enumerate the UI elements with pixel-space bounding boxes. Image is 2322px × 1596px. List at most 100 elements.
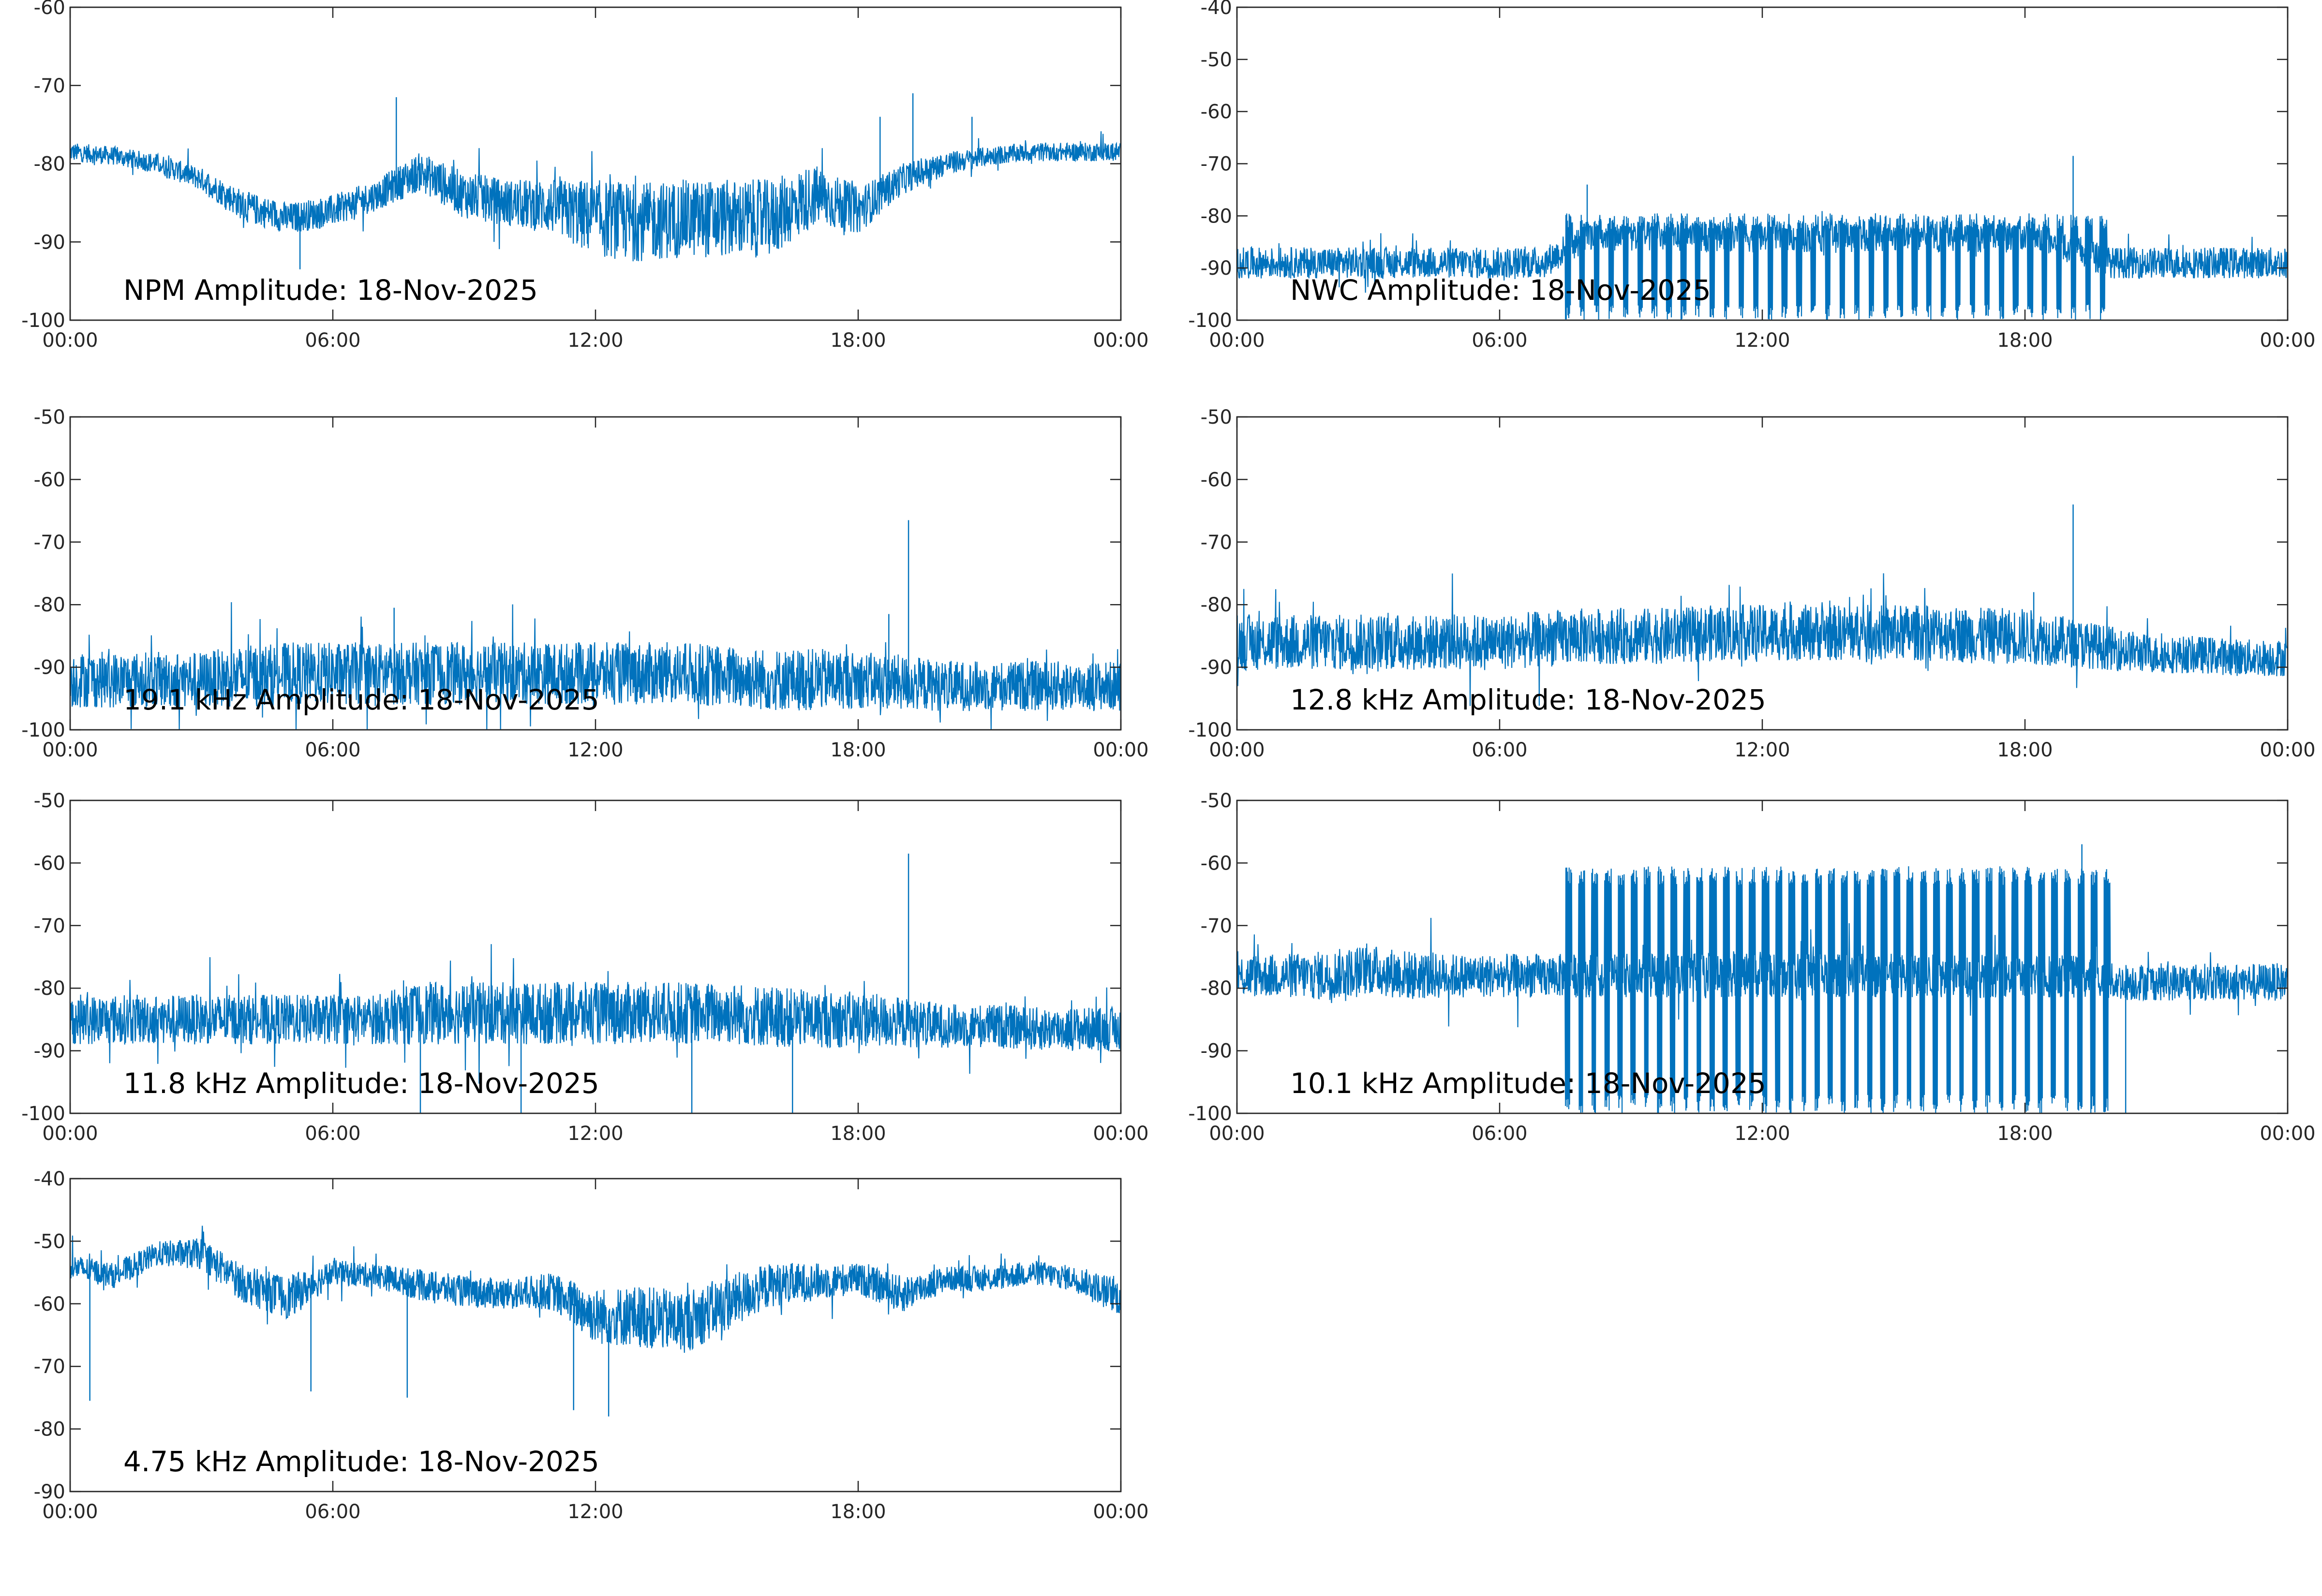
y-tick-label: -90 [1201, 657, 1232, 679]
x-tick-label: 12:00 [567, 329, 623, 352]
y-tick-label: -50 [34, 1230, 65, 1253]
y-tick-label: -100 [1188, 719, 1232, 741]
series-line [69, 1226, 1122, 1353]
x-tick-label: 06:00 [305, 1501, 360, 1523]
chart-title: 12.8 kHz Amplitude: 18-Nov-2025 [1290, 683, 1766, 716]
y-tick-label: -50 [1201, 790, 1232, 812]
x-tick-label: 06:00 [305, 329, 360, 352]
x-tick-label: 18:00 [1997, 1123, 2053, 1145]
x-tick-label: 06:00 [1472, 739, 1527, 761]
x-tick-label: 00:00 [2260, 739, 2315, 761]
chart-panel: -90 -80 -70 -60 -50 -40 00:00 06:00 12:00 18:00 00… [34, 1168, 1149, 1523]
chart-title: 10.1 kHz Amplitude: 18-Nov-2025 [1290, 1067, 1766, 1100]
x-tick-label: 12:00 [567, 1501, 623, 1523]
chart-panel: -100 -90 -80 -70 -60 -50 00:00 06:00 12:00 18:00 0… [21, 406, 1148, 761]
x-tick-label: 18:00 [1997, 739, 2053, 761]
chart-title: 11.8 kHz Amplitude: 18-Nov-2025 [123, 1067, 599, 1100]
y-tick-label: -100 [21, 1103, 65, 1125]
y-tick-label: -70 [1201, 532, 1232, 554]
y-tick-label: -80 [1201, 205, 1232, 227]
x-tick-label: 12:00 [1734, 1123, 1790, 1145]
series-line [70, 131, 1122, 262]
y-tick-label: -60 [34, 852, 65, 874]
y-tick-label: -40 [34, 1168, 65, 1190]
chart-title: NWC Amplitude: 18-Nov-2025 [1290, 274, 1711, 307]
x-tick-label: 18:00 [1997, 329, 2053, 352]
y-tick-label: -90 [1201, 1040, 1232, 1063]
x-tick-label: 12:00 [1734, 329, 1790, 352]
x-tick-label: 06:00 [1472, 329, 1527, 352]
y-tick-label: -80 [34, 594, 65, 616]
y-tick-label: -40 [1201, 0, 1232, 19]
x-tick-label: 12:00 [1734, 739, 1790, 761]
y-tick-label: -60 [34, 1293, 65, 1315]
series-line [69, 602, 1122, 730]
x-tick-label: 00:00 [1093, 1501, 1148, 1523]
y-tick-label: -90 [34, 1040, 65, 1063]
chart-panel: -100 -90 -80 -70 -60 -50 00:00 06:00 12:00 18:00 0… [21, 790, 1148, 1145]
y-tick-label: -80 [34, 977, 65, 1000]
y-tick-label: -80 [34, 153, 65, 176]
y-tick-label: -100 [21, 310, 65, 332]
y-tick-label: -50 [34, 406, 65, 429]
chart-panel: -100 -90 -80 -70 -60 -50 -40 00:00 06:00 12:00 18:… [1188, 0, 2315, 352]
y-tick-label: -60 [34, 0, 65, 19]
x-tick-label: 00:00 [42, 1501, 98, 1523]
y-tick-label: -50 [34, 790, 65, 812]
y-tick-label: -80 [1201, 594, 1232, 616]
x-tick-label: 18:00 [830, 329, 886, 352]
series-line [1236, 211, 2289, 320]
series-line [69, 944, 1122, 1084]
y-tick-label: -70 [34, 1356, 65, 1378]
x-tick-label: 12:00 [567, 1123, 623, 1145]
y-tick-label: -70 [34, 915, 65, 937]
x-tick-label: 18:00 [830, 1501, 886, 1523]
series-line [1236, 866, 2289, 1114]
y-tick-label: -100 [1188, 1103, 1232, 1125]
plot-area [69, 799, 1122, 1114]
y-tick-label: -60 [34, 469, 65, 491]
x-tick-label: 18:00 [830, 1123, 886, 1145]
x-tick-label: 00:00 [1093, 329, 1148, 352]
x-tick-label: 00:00 [1209, 739, 1265, 761]
x-tick-label: 00:00 [1209, 1123, 1265, 1145]
y-tick-label: -80 [34, 1419, 65, 1441]
chart-title: 19.1 kHz Amplitude: 18-Nov-2025 [123, 683, 599, 716]
y-tick-label: -70 [34, 532, 65, 554]
y-tick-label: -90 [34, 657, 65, 679]
y-tick-label: -100 [1188, 310, 1232, 332]
chart-title: NPM Amplitude: 18-Nov-2025 [123, 274, 538, 307]
y-tick-label: -60 [1201, 852, 1232, 874]
x-tick-label: 00:00 [42, 739, 98, 761]
series-line [1236, 573, 2289, 706]
y-tick-label: -70 [34, 75, 65, 97]
chart-panel: -100 -90 -80 -70 -60 00:00 06:00 12:00 18:00 00:0… [21, 0, 1148, 352]
y-tick-label: -100 [21, 719, 65, 741]
x-tick-label: 00:00 [1093, 739, 1148, 761]
x-tick-label: 00:00 [42, 329, 98, 352]
x-tick-label: 06:00 [1472, 1123, 1527, 1145]
x-tick-label: 12:00 [567, 739, 623, 761]
x-tick-label: 00:00 [1093, 1123, 1148, 1145]
y-tick-label: -50 [1201, 406, 1232, 429]
y-tick-label: -80 [1201, 977, 1232, 1000]
x-tick-label: 00:00 [2260, 329, 2315, 352]
x-tick-label: 00:00 [2260, 1123, 2315, 1145]
y-tick-label: -70 [1201, 915, 1232, 937]
y-tick-label: -70 [1201, 153, 1232, 176]
chart-panel: -100 -90 -80 -70 -60 -50 00:00 06:00 12:00 18:00 0… [1188, 790, 2315, 1145]
y-tick-label: -50 [1201, 49, 1232, 71]
x-tick-label: 06:00 [305, 1123, 360, 1145]
y-tick-label: -90 [34, 231, 65, 253]
y-tick-label: -90 [1201, 257, 1232, 280]
x-tick-label: 00:00 [1209, 329, 1265, 352]
y-tick-label: -60 [1201, 101, 1232, 123]
x-tick-label: 00:00 [42, 1123, 98, 1145]
y-tick-label: -90 [34, 1481, 65, 1503]
x-tick-label: 18:00 [830, 739, 886, 761]
y-tick-label: -60 [1201, 469, 1232, 491]
x-tick-label: 06:00 [305, 739, 360, 761]
plot-area [1236, 6, 2289, 321]
chart-title: 4.75 kHz Amplitude: 18-Nov-2025 [123, 1445, 599, 1478]
